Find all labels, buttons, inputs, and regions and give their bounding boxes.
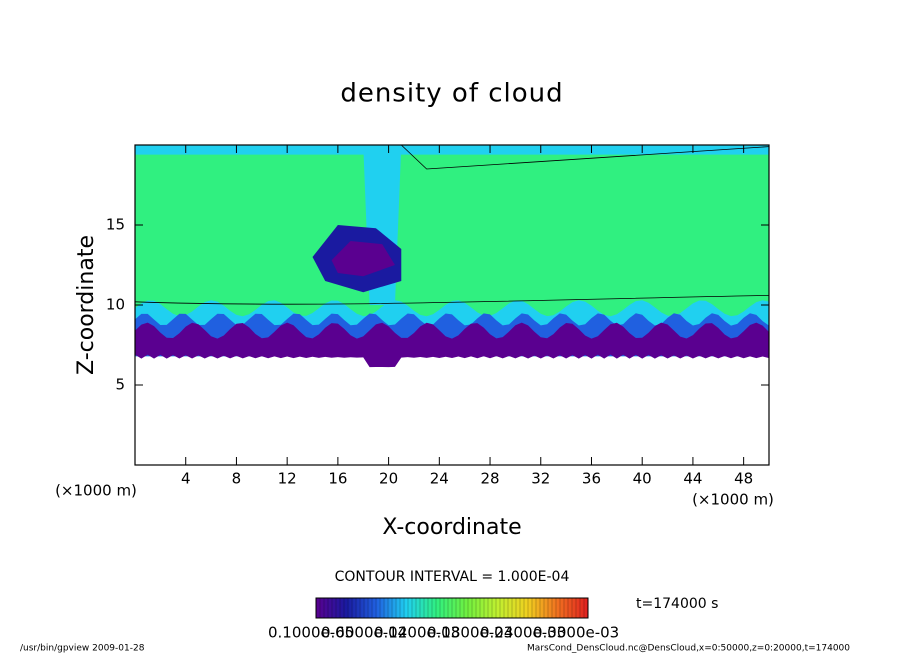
contour-field (135, 145, 769, 368)
x-tick-label: 32 (531, 470, 550, 488)
footer-right: MarsCond_DensCloud.nc@DensCloud,x=0:5000… (527, 644, 850, 654)
contour-line (135, 145, 769, 305)
y-unit: (×1000 m) (55, 482, 137, 500)
region-upper (135, 145, 769, 321)
x-tick-label: 36 (582, 470, 601, 488)
y-axis-label: Z-coordinate (74, 235, 99, 375)
colorbar (315, 597, 589, 619)
x-tick-label: 20 (379, 470, 398, 488)
x-tick-label: 48 (734, 470, 753, 488)
x-tick-label: 28 (480, 470, 499, 488)
x-tick-label: 40 (633, 470, 652, 488)
x-tick-label: 44 (683, 470, 702, 488)
colorbar-label: 0.3000e-03 (533, 624, 619, 642)
x-tick-label: 8 (232, 470, 242, 488)
colorbar-label: 0.1200e-03 (374, 624, 460, 642)
colorbar-label: 0.2400e-03 (480, 624, 566, 642)
x-unit: (×1000 m) (692, 491, 774, 509)
colorbar-label: 0.1000e-05 (268, 624, 354, 642)
y-tick-label: 10 (106, 296, 125, 314)
y-tick-label: 5 (115, 376, 125, 394)
y-tick-label: 15 (106, 216, 125, 234)
region-cloud-core (331, 241, 395, 277)
chart-title: density of cloud (340, 79, 563, 109)
contour-interval: CONTOUR INTERVAL = 1.000E-04 (335, 569, 570, 585)
colorbar-label: 0.6000e-04 (321, 624, 407, 642)
x-tick-label: 12 (278, 470, 297, 488)
time-note: t=174000 s (636, 596, 718, 612)
region-band-purple (135, 322, 769, 368)
x-tick-label: 16 (328, 470, 347, 488)
colorbar-label: 0.1800e-03 (427, 624, 513, 642)
x-tick-label: 24 (430, 470, 449, 488)
region-top (135, 145, 769, 155)
x-axis-label: X-coordinate (382, 515, 521, 540)
x-tick-label: 4 (181, 470, 191, 488)
footer-left: /usr/bin/gpview 2009-01-28 (20, 644, 145, 654)
